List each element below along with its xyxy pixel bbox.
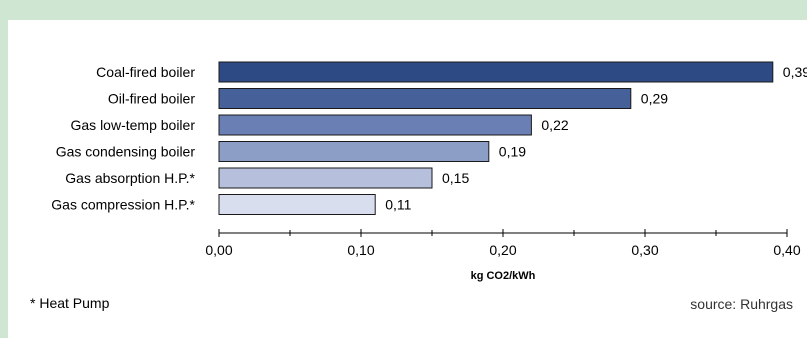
category-label: Coal-fired boiler [96, 64, 195, 80]
bars-layer: Coal-fired boiler 0,39 Oil-fired boiler 0,2… [51, 61, 807, 215]
x-tick-label: 0,20 [489, 242, 516, 258]
bar-3 [218, 114, 532, 136]
value-label: 0,19 [499, 144, 526, 160]
value-label: 0,22 [541, 117, 568, 133]
x-axis-title: kg CO2/kWh [471, 270, 536, 282]
bar-2 [218, 88, 632, 109]
source-note: source: Ruhrgas [690, 296, 793, 312]
x-tick-label: 0,40 [773, 242, 800, 258]
x-tick-label: 0,00 [205, 242, 232, 258]
category-label: Gas absorption H.P.* [65, 170, 195, 186]
category-label: Gas compression H.P.* [51, 197, 195, 213]
value-label: 0,29 [641, 91, 668, 107]
value-label: 0,15 [442, 170, 469, 186]
x-axis: 0,00 0,10 0,20 0,30 0,40 [205, 229, 801, 258]
bar-1 [218, 61, 774, 83]
footnote: * Heat Pump [30, 295, 110, 311]
x-tick-label: 0,10 [347, 242, 374, 258]
category-label: Gas condensing boiler [56, 144, 196, 160]
value-label: 0,11 [385, 197, 411, 213]
category-label: Oil-fired boiler [108, 91, 195, 107]
value-label: 0,39 [783, 64, 807, 80]
x-tick-label: 0,30 [631, 242, 658, 258]
bar-5 [218, 167, 433, 189]
bar-6 [218, 194, 376, 215]
bar-4 [218, 141, 490, 162]
category-label: Gas low-temp boiler [71, 117, 196, 133]
